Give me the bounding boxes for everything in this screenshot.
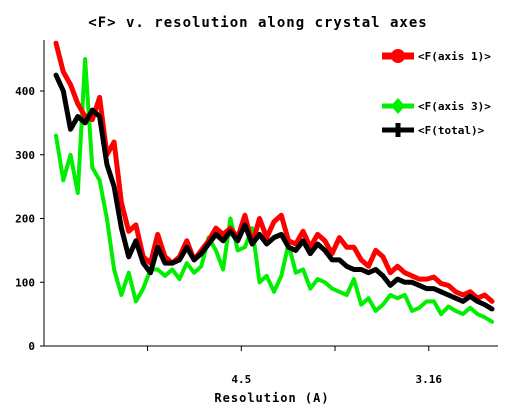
y-tick-label: 200 <box>15 213 35 226</box>
legend-marker-circle <box>391 49 405 63</box>
legend-marker-plus-v <box>395 123 401 137</box>
y-tick-label: 400 <box>15 85 35 98</box>
series-line-1 <box>53 40 495 304</box>
x-tick-label: 4.5 <box>231 373 251 386</box>
chart-title: <F> v. resolution along crystal axes <box>88 15 427 31</box>
legend-label: <F(axis 3)> <box>418 100 491 113</box>
legend-entry-2: <F(axis 3)> <box>382 98 491 114</box>
series-line-3 <box>53 72 495 312</box>
x-axis: 4.5 3.16 <box>44 345 498 386</box>
series-layer <box>53 40 495 324</box>
y-tick-label: 0 <box>28 340 35 353</box>
legend-entry-3: <F(total)> <box>382 123 485 137</box>
y-tick-label: 300 <box>15 149 35 162</box>
legend-marker-diamond <box>391 98 405 114</box>
x-tick-label: 3.16 <box>416 373 443 386</box>
x-axis-label: Resolution (A) <box>214 391 329 405</box>
series-line-2 <box>54 57 494 324</box>
legend-label: <F(total)> <box>418 124 485 137</box>
legend-entry-1: <F(axis 1)> <box>382 49 491 63</box>
legend-label: <F(axis 1)> <box>418 50 491 63</box>
y-tick-label: 100 <box>15 276 35 289</box>
y-axis: 0 100 200 300 400 <box>15 40 45 353</box>
legend: <F(axis 1)> <F(axis 3)> <F(total)> <box>382 49 491 137</box>
